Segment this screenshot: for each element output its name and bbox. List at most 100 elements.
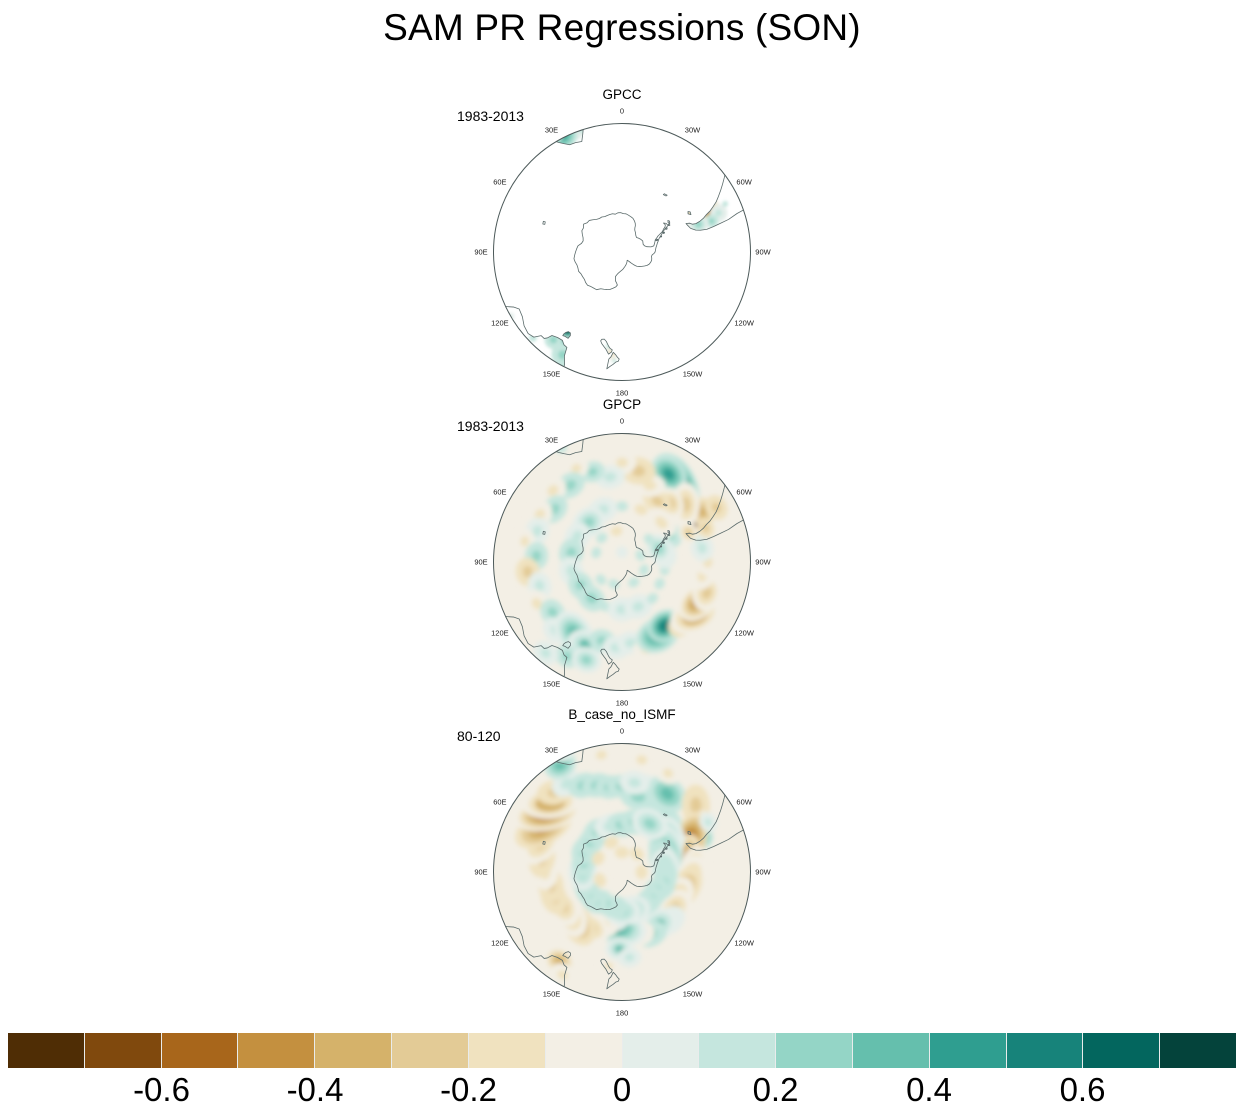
- anomaly-contour: [571, 463, 582, 473]
- map-canvas: [493, 743, 751, 1001]
- anomaly-contour: [616, 501, 628, 512]
- anomaly-contour: [534, 124, 541, 130]
- anomaly-contour: [630, 847, 644, 861]
- anomaly-contour: [674, 207, 690, 223]
- longitude-label: 30E: [544, 125, 559, 135]
- anomaly-contour: [627, 880, 642, 894]
- longitude-label: 60E: [493, 177, 507, 186]
- colorbar-segment: [392, 1033, 469, 1068]
- colorbar-tick-label: -0.2: [440, 1071, 497, 1108]
- anomaly-contour: [579, 639, 592, 650]
- anomaly-contour: [663, 468, 675, 480]
- anomaly-contour: [547, 607, 558, 618]
- anomaly-contour: [581, 655, 592, 665]
- anomaly-contour: [704, 818, 712, 827]
- anomaly-contour: [635, 864, 648, 880]
- anomaly-contour: [660, 787, 674, 801]
- anomaly-contour: [697, 542, 707, 554]
- anomaly-contour: [616, 457, 628, 468]
- anomaly-contour: [676, 209, 687, 220]
- colorbar-tick-label: -0.6: [133, 1071, 190, 1108]
- polar-map-b-case-no-ismf: [493, 743, 751, 1001]
- longitude-label: 90W: [755, 557, 771, 567]
- anomaly-contour: [654, 578, 665, 590]
- anomaly-contour: [624, 638, 637, 648]
- anomaly-contour: [520, 536, 529, 547]
- anomaly-contour: [506, 140, 513, 147]
- longitude-label: 90E: [474, 557, 488, 567]
- longitude-label: 150W: [682, 989, 703, 999]
- longitude-label: 60E: [493, 487, 507, 496]
- colorbar: [8, 1033, 1236, 1068]
- panel-period-label: 80-120: [457, 728, 501, 744]
- anomaly-contour: [698, 506, 707, 517]
- anomaly-contour: [624, 953, 635, 962]
- longitude-label: 30W: [684, 745, 701, 755]
- anomaly-contour: [596, 532, 608, 544]
- colorbar-segment: [852, 1033, 930, 1068]
- longitude-label: 30W: [684, 435, 701, 445]
- anomaly-contour: [708, 218, 715, 224]
- polar-map-gpcp: [493, 433, 751, 691]
- colorbar-segment: [699, 1033, 777, 1068]
- anomaly-contour: [566, 547, 577, 559]
- anomaly-contour: [558, 747, 568, 756]
- anomaly-contour: [671, 209, 683, 221]
- anomaly-contour: [564, 479, 577, 491]
- anomaly-contour: [560, 322, 575, 338]
- longitude-label: 0: [619, 726, 625, 736]
- anomaly-contour: [701, 586, 712, 599]
- longitude-label: 60W: [736, 487, 752, 496]
- colorbar-tick-labels: -0.6 -0.4 -0.2 0 0.2 0.4 0.6: [8, 1070, 1236, 1114]
- longitude-label: 150E: [542, 369, 561, 379]
- anomaly-contour: [628, 577, 640, 588]
- anomaly-contour: [628, 777, 641, 788]
- colorbar-tick-label: -0.4: [286, 1071, 344, 1108]
- colorbar-segment: [545, 1033, 623, 1068]
- colorbar-segment: [1160, 1033, 1236, 1068]
- anomaly-contour: [540, 648, 551, 658]
- anomaly-contour: [608, 884, 623, 897]
- longitude-label: 90E: [474, 247, 488, 257]
- longitude-label: 150E: [542, 679, 561, 689]
- colorbar-segment: [238, 1033, 316, 1068]
- panel-period-label: 1983-2013: [457, 108, 524, 124]
- anomaly-contour: [595, 750, 607, 760]
- anomaly-contour: [722, 200, 729, 207]
- panel-title: GPCP: [602, 397, 642, 412]
- colorbar-segment: [161, 1033, 239, 1068]
- longitude-label: 120E: [491, 938, 509, 947]
- anomaly-contour: [614, 846, 630, 859]
- longitude-label: 90E: [474, 867, 488, 877]
- anomaly-contour: [643, 533, 655, 545]
- anomaly-contour: [587, 467, 598, 477]
- anomaly-contour: [608, 579, 620, 589]
- anomaly-contour: [604, 346, 619, 361]
- colorbar-gradient: [8, 1033, 1236, 1068]
- anomaly-contour: [531, 597, 542, 610]
- longitude-label: 150E: [542, 989, 561, 999]
- anomaly-contour: [603, 472, 617, 482]
- longitude-label: 150W: [682, 679, 703, 689]
- longitude-label: 180: [615, 698, 629, 708]
- colorbar-segment: [84, 1033, 162, 1068]
- anomaly-contour: [674, 212, 679, 217]
- panel-title: GPCC: [602, 87, 642, 102]
- colorbar-segment: [929, 1033, 1007, 1068]
- longitude-label: 30E: [544, 745, 559, 755]
- anomaly-contour: [562, 651, 573, 661]
- colorbar-segment: [8, 1033, 85, 1068]
- anomaly-contour: [616, 546, 628, 559]
- map-canvas: [493, 433, 751, 691]
- longitude-label: 180: [615, 1008, 629, 1018]
- colorbar-tick-label: 0.6: [1059, 1071, 1106, 1108]
- anomaly-contour: [591, 547, 602, 559]
- anomaly-contour: [547, 484, 559, 496]
- anomaly-contour: [532, 525, 543, 537]
- longitude-label: 180: [615, 388, 629, 398]
- anomaly-contour: [690, 796, 702, 814]
- anomaly-contour: [677, 210, 686, 219]
- anomaly-contour: [522, 566, 533, 578]
- figure-title: SAM PR Regressions (SON): [383, 7, 861, 48]
- anomaly-contour: [715, 209, 723, 217]
